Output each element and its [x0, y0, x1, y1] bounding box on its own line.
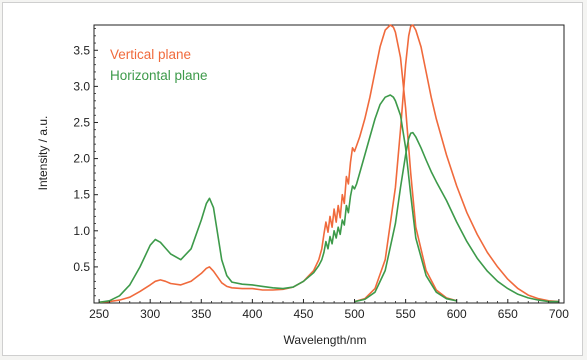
- series-line-vertical-1: [354, 24, 559, 303]
- legend-horizontal-plane: Horizontal plane: [110, 68, 208, 83]
- legend: Vertical plane Horizontal plane: [110, 47, 208, 83]
- legend-vertical-plane: Vertical plane: [110, 47, 191, 62]
- series-line-horizontal-2: [98, 94, 457, 304]
- series-line-vertical-0: [99, 24, 457, 304]
- plot-area: [93, 24, 565, 304]
- y-tick-label: 3.0: [73, 79, 90, 93]
- x-axis-label: Wavelength/nm: [284, 333, 367, 347]
- y-ticks: 0.5 1.0 1.5 2.0 2.5 3.0 3.5: [73, 28, 98, 297]
- y-tick-label: 1.5: [73, 188, 90, 202]
- y-axis-label: Intensity / a.u.: [36, 116, 50, 191]
- x-tick-label: 250: [89, 307, 109, 321]
- y-tick-label: 3.5: [73, 43, 90, 57]
- series-line-horizontal-3: [354, 131, 559, 303]
- x-tick-label: 500: [345, 307, 365, 321]
- x-tick-label: 650: [498, 307, 518, 321]
- y-tick-label: 1.0: [73, 224, 90, 238]
- x-tick-label: 300: [140, 307, 160, 321]
- y-tick-label: 2.5: [73, 115, 90, 129]
- spectrum-chart: 250 300 350 400 450 500 550 600 650 700 0.5 1.0 1.5…: [36, 24, 569, 347]
- x-ticks: 250 300 350 400 450 500 550 600 650 700: [89, 299, 569, 321]
- x-tick-label: 450: [293, 307, 313, 321]
- x-tick-label: 350: [191, 307, 211, 321]
- plot-border: [93, 24, 565, 304]
- series-layer: [98, 24, 559, 304]
- x-tick-label: 600: [447, 307, 467, 321]
- y-tick-label: 0.5: [73, 260, 90, 274]
- chart-frame: 250 300 350 400 450 500 550 600 650 700 0.5 1.0 1.5…: [2, 2, 583, 356]
- x-tick-label: 700: [549, 307, 569, 321]
- y-tick-label: 2.0: [73, 152, 90, 166]
- x-tick-label: 550: [396, 307, 416, 321]
- x-tick-label: 400: [242, 307, 262, 321]
